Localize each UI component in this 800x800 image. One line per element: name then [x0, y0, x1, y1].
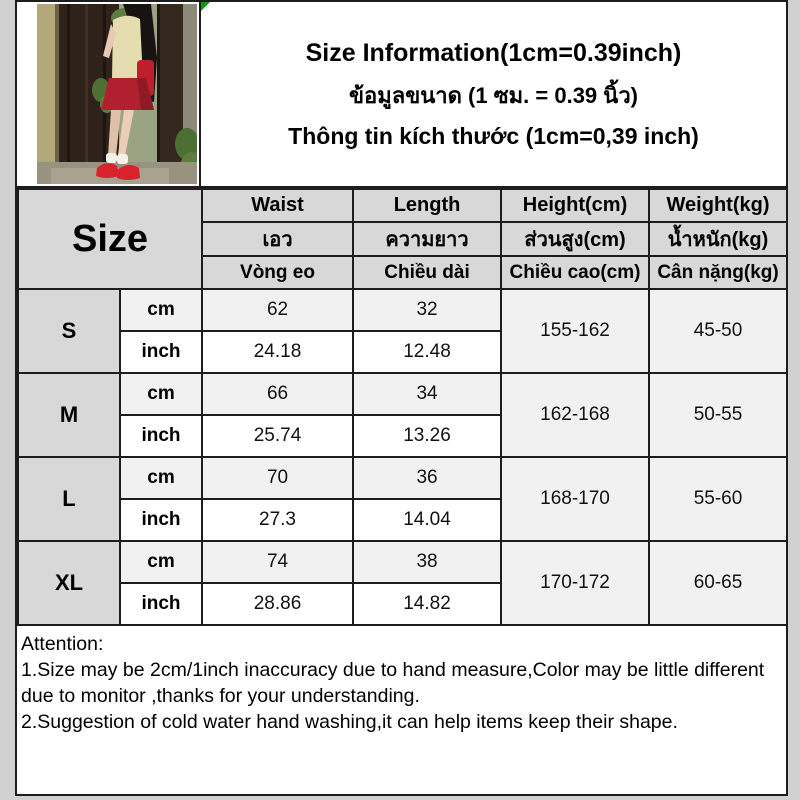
header-row-english: Size Waist Length Height(cm) Weight(kg): [16, 188, 789, 290]
header-weight-en: Weight(kg): [648, 188, 789, 223]
unit-label-inch: inch: [118, 330, 204, 374]
weight-value: 50-55: [648, 372, 789, 458]
header-section: Size Information(1cm=0.39inch) ข้อมูลขนา…: [17, 2, 786, 188]
height-value: 162-168: [500, 372, 651, 458]
waist-inch-value: 27.3: [201, 498, 355, 542]
header-waist-en: Waist: [201, 188, 355, 223]
table-row-xl-cm: XL cm 74 38 170-172 60-65: [17, 540, 789, 626]
length-cm-value: 32: [352, 288, 503, 332]
length-inch-value: 14.04: [352, 498, 503, 542]
height-value: 155-162: [500, 288, 651, 374]
unit-label-cm: cm: [118, 456, 204, 500]
header-row-vietnamese: Vòng eo Chiều dài Chiều cao(cm) Cân nặng…: [18, 255, 789, 290]
model-photo: [37, 4, 197, 184]
length-cm-value: 36: [352, 456, 503, 500]
size-corner-header: Size: [16, 188, 204, 290]
title-block: Size Information(1cm=0.39inch) ข้อมูลขนา…: [201, 2, 786, 186]
waist-cm-value: 70: [201, 456, 355, 500]
header-weight-vi: Cân nặng(kg): [648, 255, 789, 290]
unit-label-cm: cm: [118, 540, 204, 584]
table-row-s-inch: inch 24.18 12.48: [18, 330, 787, 374]
table-row-m-inch: inch 25.74 13.26: [18, 414, 787, 458]
height-value: 168-170: [500, 456, 651, 542]
title-vietnamese: Thông tin kích thước (1cm=0,39 inch): [288, 122, 699, 149]
size-table: Size Waist Length Height(cm) Weight(kg) …: [16, 188, 789, 626]
attention-note-2: 2.Suggestion of cold water hand washing,…: [21, 711, 678, 733]
table-row-l-inch: inch 27.3 14.04: [18, 498, 787, 542]
waist-cm-value: 62: [201, 288, 355, 332]
table-row-xl-inch: inch 28.86 14.82: [18, 582, 787, 626]
weight-value: 60-65: [648, 540, 789, 626]
waist-cm-value: 66: [201, 372, 355, 416]
waist-inch-value: 25.74: [201, 414, 355, 458]
title-english: Size Information(1cm=0.39inch): [305, 38, 682, 67]
header-row-thai: เอว ความยาว ส่วนสูง(cm) น้ำหนัก(kg): [18, 221, 789, 257]
unit-label-inch: inch: [118, 498, 204, 542]
size-label: M: [17, 372, 121, 458]
header-weight-th: น้ำหนัก(kg): [648, 221, 789, 257]
weight-value: 45-50: [648, 288, 789, 374]
table-row-s-cm: S cm 62 32 155-162 45-50: [17, 288, 789, 374]
unit-label-inch: inch: [118, 414, 204, 458]
header-length-th: ความยาว: [352, 221, 503, 257]
length-cm-value: 34: [352, 372, 503, 416]
waist-inch-value: 28.86: [201, 582, 355, 626]
size-chart-sheet: Size Information(1cm=0.39inch) ข้อมูลขนา…: [15, 0, 789, 796]
header-waist-vi: Vòng eo: [201, 255, 355, 290]
size-label: S: [17, 288, 121, 374]
product-photo-cell: [17, 2, 201, 186]
attention-section: Attention: 1.Size may be 2cm/1inch inacc…: [17, 626, 786, 735]
height-value: 170-172: [500, 540, 651, 626]
unit-label-cm: cm: [118, 372, 204, 416]
waist-inch-value: 24.18: [201, 330, 355, 374]
unit-label-cm: cm: [118, 288, 204, 332]
length-inch-value: 12.48: [352, 330, 503, 374]
table-row-m-cm: M cm 66 34 162-168 50-55: [17, 372, 789, 458]
table-row-l-cm: L cm 70 36 168-170 55-60: [17, 456, 789, 542]
weight-value: 55-60: [648, 456, 789, 542]
header-length-vi: Chiều dài: [352, 255, 503, 290]
waist-cm-value: 74: [201, 540, 355, 584]
title-thai: ข้อมูลขนาด (1 ซม. = 0.39 นิ้ว): [348, 82, 638, 108]
length-inch-value: 14.82: [352, 582, 503, 626]
header-height-th: ส่วนสูง(cm): [500, 221, 651, 257]
length-cm-value: 38: [352, 540, 503, 584]
size-label: L: [17, 456, 121, 542]
header-waist-th: เอว: [201, 221, 355, 257]
header-length-en: Length: [352, 188, 503, 223]
header-height-vi: Chiều cao(cm): [500, 255, 651, 290]
header-height-en: Height(cm): [500, 188, 651, 223]
cell-comment-marker: [201, 2, 210, 11]
attention-heading: Attention:: [21, 633, 104, 655]
length-inch-value: 13.26: [352, 414, 503, 458]
unit-label-inch: inch: [118, 582, 204, 626]
attention-note-1: 1.Size may be 2cm/1inch inaccuracy due t…: [21, 659, 765, 707]
size-label: XL: [17, 540, 121, 626]
